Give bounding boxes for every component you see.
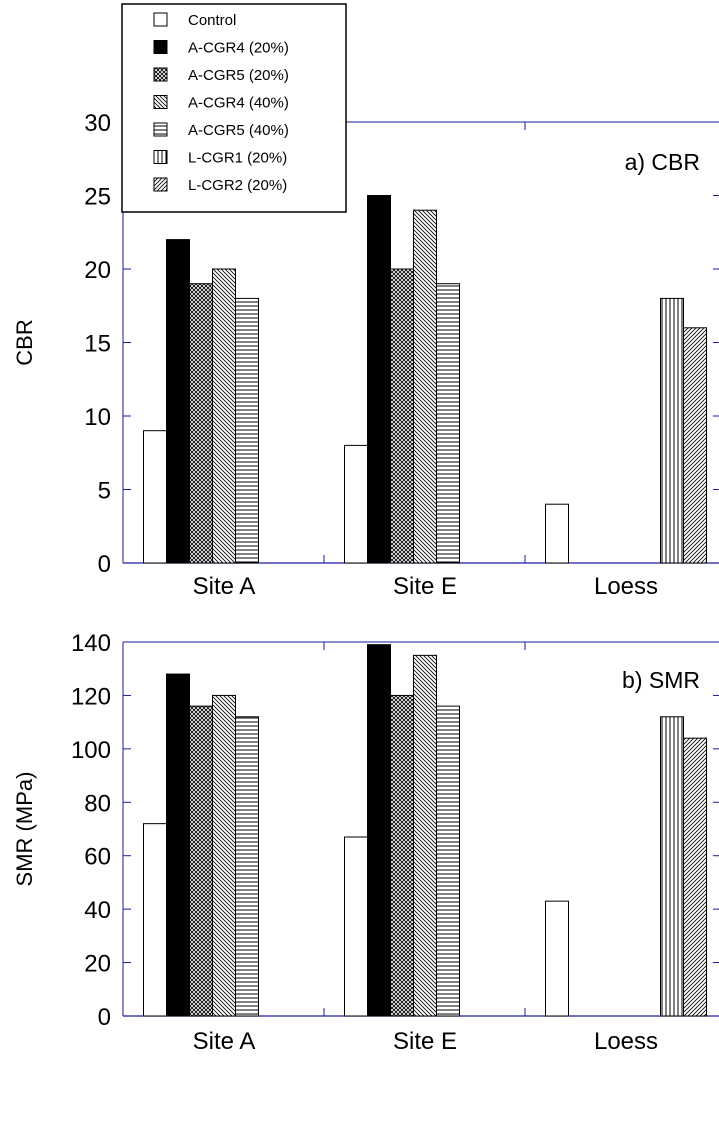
y-axis-title-a: CBR (12, 319, 37, 365)
y-tick-label-b-7: 140 (71, 630, 111, 657)
legend-swatch-2 (153, 67, 168, 82)
chart-smr: 0 20 40 60 80 100 120 140 SMR (MPa) Site A Site E L… (12, 630, 719, 1055)
bar-b-s2-c0 (189, 705, 213, 1017)
legend-label-2: A-CGR5 (20%) (188, 67, 289, 84)
bar-a-s1-c0 (166, 239, 190, 564)
bar-a-s4-c1 (436, 283, 460, 564)
bar-a-s2-c1 (390, 268, 414, 564)
legend-label-5: L-CGR1 (20%) (188, 150, 287, 167)
bar-b-s1-c1 (367, 644, 391, 1017)
bar-b-s6-c2 (683, 737, 707, 1017)
bar-a-s0-c0 (143, 430, 167, 564)
bar-b-s3-c0 (212, 694, 236, 1017)
legend-swatch-5 (153, 150, 168, 164)
legend-label-6: L-CGR2 (20%) (188, 177, 287, 194)
bar-a-s3-c0 (212, 268, 236, 564)
bar-a-s5-c2 (660, 297, 684, 564)
category-label-a-2: Loess (594, 573, 658, 600)
bar-b-s0-c0 (143, 823, 167, 1017)
y-axis-title-b: SMR (MPa) (12, 772, 37, 887)
legend-swatch-6 (153, 177, 168, 192)
bar-b-s0-c1 (344, 836, 368, 1017)
category-label-b-1: Site E (393, 1028, 457, 1055)
y-tick-label-b-1: 20 (84, 951, 111, 978)
bar-a-s2-c0 (189, 283, 213, 564)
y-tick-label-b-0: 0 (98, 1004, 111, 1031)
legend-swatch-4 (153, 122, 168, 137)
y-tick-label-a-5: 25 (84, 184, 111, 211)
bar-a-s6-c2 (683, 327, 707, 564)
bar-b-s5-c2 (660, 716, 684, 1017)
y-tick-label-a-6: 30 (84, 110, 111, 137)
y-tick-label-a-1: 5 (98, 478, 111, 505)
legend-swatch-1 (153, 40, 168, 54)
y-tick-label-b-4: 80 (84, 790, 111, 817)
category-label-b-0: Site A (193, 1028, 256, 1055)
y-tick-label-b-6: 120 (71, 683, 111, 710)
chart-cbr: 0 5 10 15 20 25 30 CBR Site A Site E Loess a) CBR (12, 110, 719, 600)
bar-b-s3-c1 (413, 654, 437, 1017)
bar-b-s0-c2 (545, 900, 569, 1017)
category-label-a-0: Site A (193, 573, 256, 600)
bar-a-s0-c2 (545, 503, 569, 564)
chart-title-a: a) CBR (625, 149, 700, 175)
legend-swatch-3 (153, 95, 168, 109)
bar-b-s4-c1 (436, 705, 460, 1017)
legend-swatch-0 (153, 12, 168, 27)
legend-label-4: A-CGR5 (40%) (188, 122, 289, 139)
bar-a-s0-c1 (344, 444, 368, 564)
y-tick-label-a-2: 10 (84, 404, 111, 431)
bar-b-s2-c1 (390, 694, 414, 1017)
bar-b-s4-c0 (235, 716, 259, 1017)
y-tick-label-a-0: 0 (98, 551, 111, 578)
legend: Control A-CGR4 (20%) A-CGR5 (20%) A-CGR4 (4… (121, 3, 347, 213)
legend-label-1: A-CGR4 (20%) (188, 40, 289, 57)
chart-title-b: b) SMR (622, 667, 700, 693)
bar-a-s1-c1 (367, 195, 391, 564)
y-tick-label-b-3: 60 (84, 844, 111, 871)
bar-b-s1-c0 (166, 673, 190, 1017)
y-tick-label-b-5: 100 (71, 737, 111, 764)
category-label-b-2: Loess (594, 1028, 658, 1055)
category-label-a-1: Site E (393, 573, 457, 600)
y-tick-label-a-3: 15 (84, 331, 111, 358)
y-tick-label-a-4: 20 (84, 257, 111, 284)
legend-label-3: A-CGR4 (40%) (188, 95, 289, 112)
bar-a-s4-c0 (235, 297, 259, 564)
y-tick-label-b-2: 40 (84, 897, 111, 924)
bar-a-s3-c1 (413, 209, 437, 564)
legend-label-0: Control (188, 12, 236, 29)
